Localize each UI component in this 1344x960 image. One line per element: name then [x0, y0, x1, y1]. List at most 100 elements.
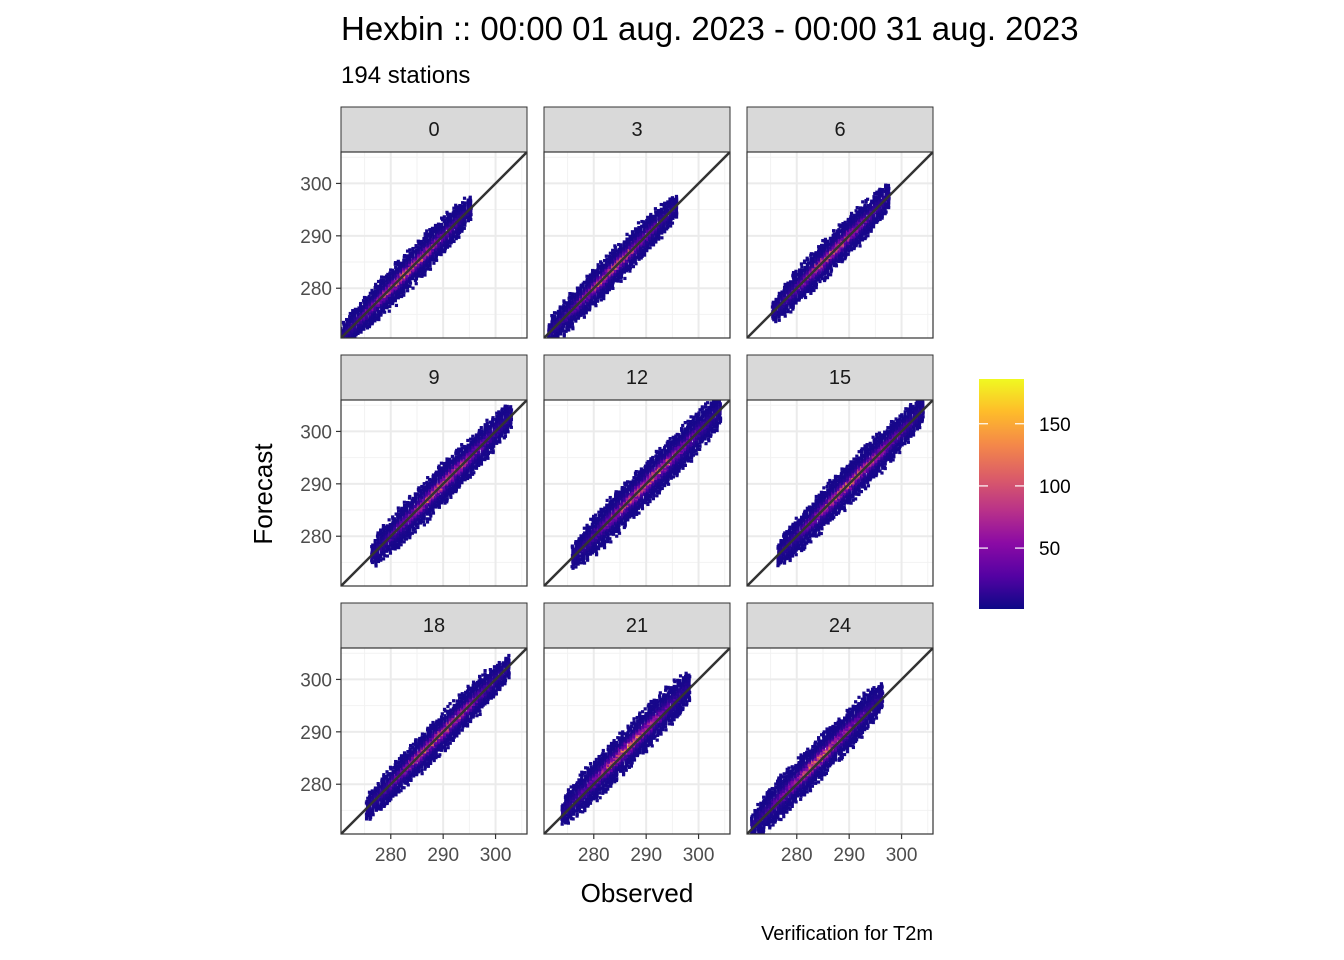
- hexbin-cell: [653, 207, 658, 211]
- hexbin-cell: [399, 543, 403, 547]
- hexbin-cell: [675, 432, 679, 437]
- hexbin-cell: [471, 434, 475, 438]
- hexbin-cell: [340, 344, 343, 347]
- hexbin-cell: [619, 243, 623, 247]
- hexbin-cell: [640, 224, 644, 228]
- hexbin-cell: [835, 229, 839, 233]
- hexbin-cell: [562, 299, 566, 303]
- hexbin-cell: [436, 222, 441, 226]
- hexbin-cell: [814, 285, 818, 290]
- hexbin-cell: [686, 422, 691, 427]
- hexbin-cell: [495, 414, 499, 418]
- hexbin-cell: [605, 503, 609, 507]
- hexbin-cell: [460, 446, 464, 450]
- hexbin-cell: [568, 295, 572, 299]
- hexbin-cell: [393, 517, 397, 521]
- hexbin-cell: [595, 299, 600, 303]
- hexbin-cell: [645, 218, 649, 223]
- hexbin-cell: [794, 269, 798, 273]
- hexbin-cell: [834, 262, 838, 266]
- hexbin-cell: [396, 506, 400, 510]
- hexbin-cell: [474, 433, 478, 437]
- hexbin-cell: [411, 286, 415, 290]
- hexbin-cell: [799, 262, 804, 266]
- hexbin-cell: [345, 340, 348, 343]
- hexbin-cell: [602, 544, 607, 548]
- hexbin-cell: [452, 206, 456, 210]
- hexbin-cell: [837, 228, 841, 232]
- hexbin-cell: [427, 477, 432, 482]
- hexbin-cell: [347, 340, 350, 343]
- hexbin-cell: [428, 267, 433, 271]
- hexbin-cell: [580, 561, 584, 565]
- hexbin-cell: [362, 295, 367, 300]
- hexbin-cell: [431, 511, 436, 515]
- hexbin-cell: [471, 437, 476, 442]
- hexbin-cell: [462, 196, 467, 200]
- hexbin-cell: [388, 271, 392, 275]
- hexbin-cell: [669, 440, 673, 444]
- hexbin-cell: [771, 300, 775, 304]
- hexbin-cell: [432, 261, 436, 265]
- hexbin-cell: [607, 254, 612, 258]
- hexbin-cell: [428, 517, 432, 521]
- hexbin-cell: [574, 565, 578, 569]
- hexbin-cell: [402, 253, 407, 258]
- hexbin-cell: [454, 203, 458, 207]
- facet-strip: [543, 354, 731, 401]
- hexbin-cell: [341, 320, 346, 325]
- hexbin-cell: [439, 252, 443, 257]
- chart-title: Hexbin :: 00:00 01 aug. 2023 - 00:00 31 …: [341, 10, 1079, 47]
- hexbin-cell: [408, 494, 412, 499]
- hexbin-cell: [579, 534, 583, 538]
- hexbin-cell: [591, 268, 595, 273]
- hexbin-cell: [413, 530, 417, 534]
- hexbin-cell: [866, 204, 870, 208]
- hexbin-cell: [700, 410, 704, 414]
- hexbin-cell: [777, 291, 781, 295]
- hexbin-cell: [637, 511, 641, 515]
- hexbin-cell: [657, 450, 661, 454]
- hexbin-cell: [396, 509, 401, 513]
- hexbin-cell: [396, 512, 401, 516]
- hexbin-cell: [873, 191, 877, 196]
- hexbin-cell: [803, 265, 807, 270]
- hexbin-cell: [425, 480, 429, 484]
- hexbin-cell: [380, 275, 384, 279]
- hexbin-cell: [582, 315, 586, 319]
- hexbin-cell: [660, 236, 664, 240]
- hexbin-cell: [458, 203, 462, 208]
- identity-line: [341, 400, 527, 586]
- hexbin-cell: [841, 222, 845, 226]
- identity-line: [747, 152, 933, 338]
- hexbin-cell: [505, 404, 509, 409]
- hexbin-cell: [631, 265, 636, 269]
- hexbin-cell: [408, 501, 412, 505]
- hexbin-cell: [825, 239, 830, 243]
- hexbin-cell: [615, 534, 619, 538]
- hexbin-cell: [593, 516, 597, 520]
- hexbin-cell: [866, 197, 870, 201]
- hexbin-cell: [457, 447, 461, 451]
- hexbin-cell: [878, 187, 882, 191]
- hexbin-cell: [599, 507, 603, 511]
- hexbin-cell: [445, 210, 449, 214]
- hexbin-cell: [663, 444, 668, 448]
- hexbin-cell: [550, 314, 554, 318]
- hexbin-cell: [602, 297, 606, 301]
- hexbin-cell: [399, 294, 404, 299]
- hexbin-cell: [837, 223, 841, 227]
- hexbin-cell: [477, 428, 482, 433]
- hexbin-cell: [614, 490, 618, 494]
- hexbin-cell: [503, 404, 507, 408]
- hexbin-cell: [381, 557, 386, 561]
- hexbin-cell: [783, 282, 787, 287]
- hexbin-cell: [782, 285, 787, 290]
- hexbin-cell: [659, 207, 663, 211]
- facet-strip-label: 12: [626, 367, 648, 389]
- hexbin-cell: [570, 292, 574, 296]
- hexbin-cell: [655, 494, 659, 498]
- hexbin-cell: [405, 254, 409, 258]
- hexbin-cell: [371, 543, 375, 547]
